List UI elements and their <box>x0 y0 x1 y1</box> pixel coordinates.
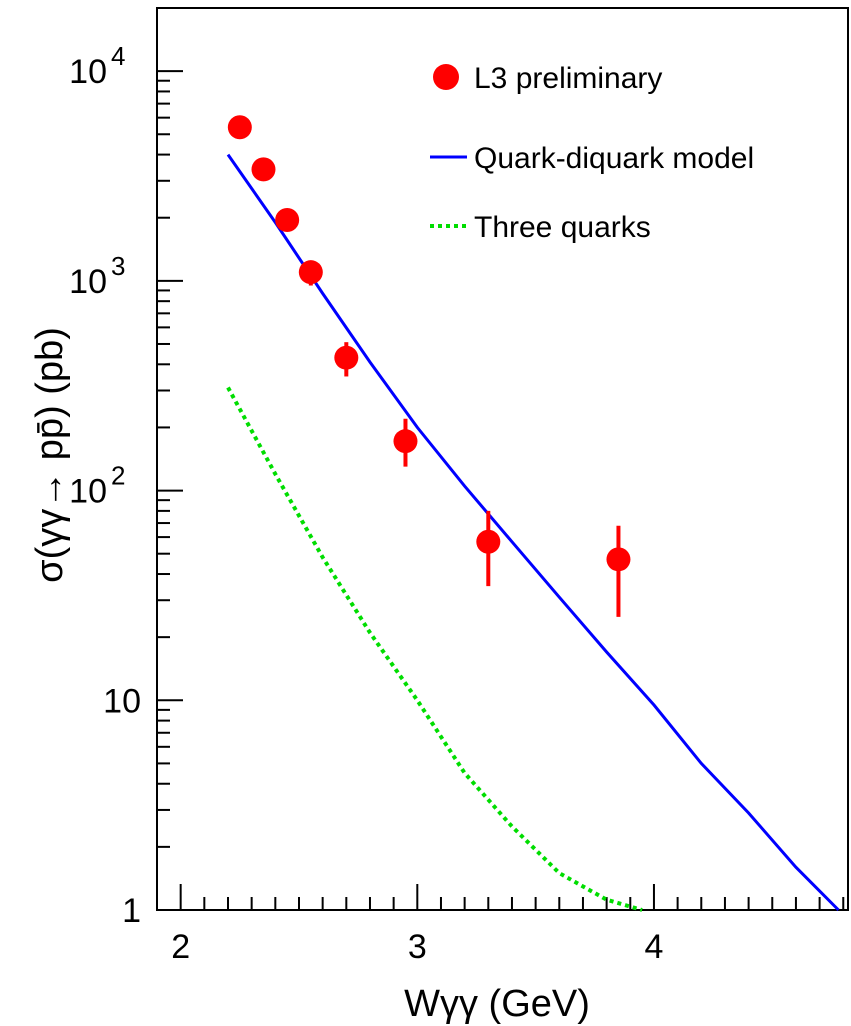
legend-label: L3 preliminary <box>474 62 662 95</box>
x-tick-label: 4 <box>644 928 663 966</box>
y-tick-label: 1 <box>122 892 141 930</box>
y-tick-label: 10 <box>69 53 107 91</box>
data-point <box>334 345 359 370</box>
plot-frame <box>156 7 849 911</box>
x-axis: 2 3 4 <box>171 884 845 966</box>
y-tick-exponent: 3 <box>111 251 125 281</box>
y-axis-title: σ(γγ→ pp̄) (pb) <box>29 327 71 583</box>
data-point <box>251 157 276 182</box>
legend-label: Three quarks <box>474 211 651 244</box>
legend-marker-points <box>433 64 459 90</box>
data-point <box>476 529 501 554</box>
x-axis-title: Wγγ (GeV) <box>404 983 590 1025</box>
y-tick-label: 10 <box>103 682 141 720</box>
data-point <box>393 429 418 454</box>
y-tick-exponent: 4 <box>111 41 125 71</box>
x-tick-label: 3 <box>408 928 427 966</box>
y-tick-exponent: 2 <box>111 461 125 491</box>
y-tick-label: 10 <box>69 263 107 301</box>
data-point <box>275 208 300 233</box>
series-layer <box>226 115 840 912</box>
three-quarks-curve <box>226 386 643 912</box>
legend-label: Quark-diquark model <box>474 142 754 175</box>
x-tick-label: 2 <box>171 928 190 966</box>
plot-border <box>156 7 849 911</box>
data-point <box>227 115 252 140</box>
data-point <box>606 547 631 572</box>
legend: L3 preliminary Quark-diquark model Three q… <box>430 62 754 244</box>
quark-diquark-curve <box>226 153 840 912</box>
data-point <box>298 260 323 285</box>
y-tick-label: 10 <box>69 473 107 511</box>
